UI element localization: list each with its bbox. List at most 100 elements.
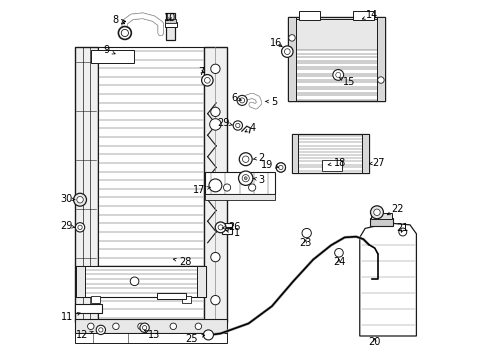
Text: 10: 10	[164, 13, 176, 23]
Text: 5: 5	[265, 97, 277, 107]
Circle shape	[335, 248, 343, 257]
Circle shape	[276, 163, 286, 172]
Bar	[293, 95, 381, 100]
Circle shape	[336, 72, 341, 77]
Text: 15: 15	[340, 77, 355, 87]
Circle shape	[96, 325, 105, 334]
Bar	[74, 47, 98, 321]
Bar	[288, 17, 385, 101]
Circle shape	[302, 228, 311, 238]
Text: 30: 30	[60, 194, 75, 204]
Text: 29: 29	[60, 221, 75, 231]
Circle shape	[399, 228, 407, 236]
Circle shape	[143, 325, 147, 330]
Bar	[288, 18, 385, 50]
Circle shape	[211, 296, 220, 305]
Bar	[196, 266, 205, 297]
Circle shape	[195, 323, 201, 329]
Bar	[293, 69, 381, 74]
Circle shape	[203, 330, 214, 340]
Circle shape	[223, 184, 231, 191]
Bar	[293, 76, 381, 80]
Bar	[98, 47, 204, 321]
Bar	[204, 47, 227, 321]
Text: 23: 23	[299, 238, 312, 248]
Bar	[322, 161, 342, 169]
Circle shape	[122, 30, 128, 37]
Text: 1: 1	[226, 228, 241, 238]
Circle shape	[211, 107, 220, 117]
Circle shape	[242, 175, 249, 182]
Bar	[75, 304, 102, 313]
Circle shape	[211, 64, 220, 73]
Bar	[297, 149, 363, 152]
Bar	[297, 161, 363, 165]
Text: 26: 26	[222, 222, 240, 232]
Text: 3: 3	[253, 175, 265, 185]
Bar	[322, 160, 342, 171]
Circle shape	[113, 323, 119, 329]
Bar	[292, 134, 298, 173]
Bar	[293, 82, 381, 87]
Bar	[293, 57, 381, 61]
Bar	[74, 333, 227, 343]
Text: 8: 8	[113, 15, 124, 26]
Circle shape	[98, 328, 103, 332]
Circle shape	[209, 179, 222, 192]
Bar	[91, 296, 100, 303]
Circle shape	[282, 46, 293, 57]
Circle shape	[130, 277, 139, 285]
Bar	[371, 213, 392, 219]
Circle shape	[236, 123, 240, 128]
Circle shape	[243, 156, 249, 162]
Text: 19: 19	[261, 160, 279, 170]
Circle shape	[78, 225, 82, 229]
Bar	[370, 218, 393, 226]
Circle shape	[77, 197, 83, 203]
Bar	[166, 13, 175, 40]
Bar	[293, 63, 381, 67]
Text: 25: 25	[185, 333, 205, 343]
Circle shape	[138, 323, 144, 329]
Bar	[76, 266, 85, 297]
Text: 6: 6	[231, 93, 241, 103]
Text: 17: 17	[193, 185, 210, 195]
Text: 16: 16	[270, 38, 283, 48]
Text: 11: 11	[61, 312, 80, 322]
Text: 13: 13	[145, 330, 160, 340]
Text: 28: 28	[173, 257, 192, 267]
Circle shape	[240, 98, 245, 103]
Bar	[166, 19, 176, 23]
Text: 20: 20	[368, 337, 381, 347]
Text: 4: 4	[245, 123, 255, 133]
Bar	[91, 50, 134, 63]
Text: 14: 14	[362, 10, 378, 20]
Bar	[288, 17, 296, 101]
Circle shape	[233, 121, 243, 130]
Text: 22: 22	[388, 204, 404, 215]
Bar	[165, 22, 176, 27]
Circle shape	[239, 153, 252, 166]
Text: 21: 21	[396, 224, 409, 233]
Circle shape	[211, 252, 220, 262]
Circle shape	[237, 95, 247, 105]
Bar	[299, 12, 320, 21]
Bar	[293, 50, 381, 54]
Bar	[377, 17, 385, 101]
Bar	[205, 194, 275, 200]
Circle shape	[204, 77, 210, 83]
Text: 7: 7	[198, 67, 205, 77]
Bar	[293, 89, 381, 93]
Text: 9: 9	[103, 45, 115, 55]
Text: 18: 18	[328, 158, 346, 168]
Circle shape	[170, 323, 176, 329]
Circle shape	[370, 206, 383, 219]
Circle shape	[215, 222, 226, 233]
Circle shape	[119, 27, 131, 40]
Text: 12: 12	[75, 330, 94, 340]
Bar	[297, 136, 363, 139]
Text: 27: 27	[369, 158, 385, 168]
Circle shape	[374, 209, 380, 216]
Text: 29: 29	[218, 118, 233, 128]
Bar	[297, 142, 363, 146]
